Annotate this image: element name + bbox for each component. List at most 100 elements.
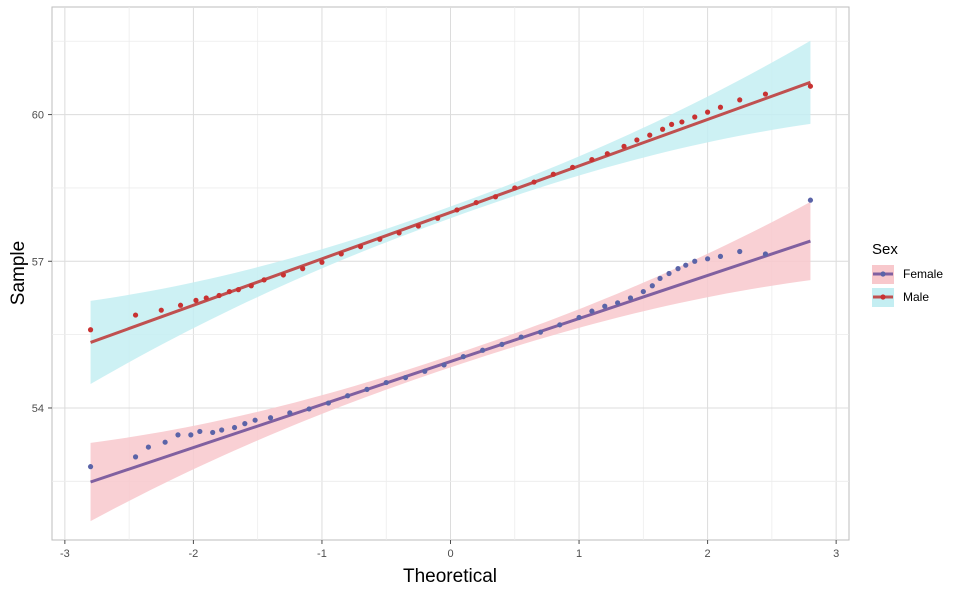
male-point — [550, 171, 556, 177]
grid-lines — [52, 7, 849, 540]
female-point — [402, 375, 409, 381]
female-point — [640, 288, 646, 295]
female-point — [576, 314, 582, 321]
female-point — [422, 368, 428, 374]
female-point — [132, 454, 139, 460]
female-point — [692, 258, 698, 264]
male-point — [669, 121, 675, 127]
male-point — [679, 119, 685, 125]
x-tick-label: 1 — [576, 548, 582, 560]
female-point — [364, 386, 370, 392]
male-point — [338, 251, 344, 257]
female-point — [499, 341, 505, 348]
y-tick-label: 57 — [32, 256, 44, 268]
sample-points — [87, 83, 814, 470]
male-point — [319, 259, 325, 265]
male-point — [415, 223, 421, 229]
male-point — [177, 302, 184, 308]
male-point — [454, 207, 460, 213]
female-point — [219, 427, 225, 433]
male-point — [235, 287, 241, 293]
female-point — [683, 262, 689, 268]
female-point — [87, 464, 94, 470]
legend-key-female-point — [880, 271, 886, 277]
male-point — [357, 244, 364, 250]
fit-lines — [90, 80, 811, 484]
male-point — [589, 156, 595, 163]
female-point — [460, 354, 466, 360]
male-point — [473, 199, 479, 206]
female-point — [602, 303, 608, 309]
male-point — [261, 277, 267, 283]
female-point — [267, 415, 274, 421]
female-point — [615, 300, 621, 306]
male-point — [634, 137, 640, 143]
female-point — [162, 439, 168, 445]
male-point — [226, 288, 232, 295]
male-point — [300, 266, 306, 272]
female-point — [210, 429, 216, 436]
female-point — [188, 432, 194, 438]
y-axis-title: Sample — [8, 241, 29, 305]
male-point — [203, 295, 209, 301]
legend-label-female: Female — [903, 267, 943, 281]
male-point — [512, 185, 518, 191]
male-point — [435, 215, 441, 221]
female-fit-line — [90, 239, 811, 484]
male-fit-line — [90, 80, 811, 344]
female-point — [287, 410, 293, 416]
female-point — [589, 308, 595, 314]
female-point — [441, 362, 447, 368]
female-point — [231, 424, 238, 431]
male-point — [396, 230, 402, 236]
male-point — [647, 132, 653, 138]
female-point — [807, 197, 814, 203]
male-point — [531, 179, 537, 185]
female-point — [242, 421, 248, 427]
male-point — [248, 283, 254, 289]
male-point — [692, 114, 698, 120]
male-point — [87, 327, 94, 333]
male-point — [280, 272, 286, 278]
male-point — [216, 292, 222, 299]
female-point — [197, 428, 203, 435]
legend-key-male-point — [880, 294, 886, 300]
male-point — [132, 312, 139, 318]
female-point — [383, 379, 389, 386]
female-point — [537, 329, 544, 335]
female-point — [175, 432, 181, 438]
female-point — [704, 256, 711, 262]
male-point — [377, 236, 383, 242]
axis-ticks: -3 -2 -1 0 1 2 3 54 57 60 — [32, 110, 839, 560]
female-point — [737, 248, 743, 255]
female-point — [480, 347, 486, 353]
female-point — [306, 406, 312, 412]
female-point — [252, 417, 258, 423]
legend-label-male: Male — [903, 290, 929, 304]
x-tick-label: -2 — [189, 548, 199, 560]
male-point — [492, 194, 499, 200]
female-point — [666, 270, 672, 277]
legend: Sex Female Male — [872, 241, 943, 307]
female-point — [557, 322, 563, 328]
female-point — [345, 393, 351, 399]
male-point — [660, 126, 666, 132]
x-tick-label: -3 — [60, 548, 70, 560]
male-point — [704, 109, 711, 115]
female-point — [657, 275, 663, 281]
male-point — [762, 91, 769, 97]
legend-title: Sex — [872, 241, 898, 258]
male-point — [193, 297, 199, 303]
female-point — [518, 334, 524, 340]
male-point — [604, 151, 610, 157]
x-axis-title: Theoretical — [403, 566, 497, 587]
female-point — [762, 251, 769, 257]
female-point — [649, 283, 655, 289]
x-tick-label: -1 — [317, 548, 327, 560]
male-point — [717, 104, 724, 110]
male-point — [621, 143, 627, 149]
y-tick-label: 60 — [32, 110, 44, 122]
x-tick-label: 2 — [705, 548, 711, 560]
y-tick-label: 54 — [32, 403, 44, 415]
